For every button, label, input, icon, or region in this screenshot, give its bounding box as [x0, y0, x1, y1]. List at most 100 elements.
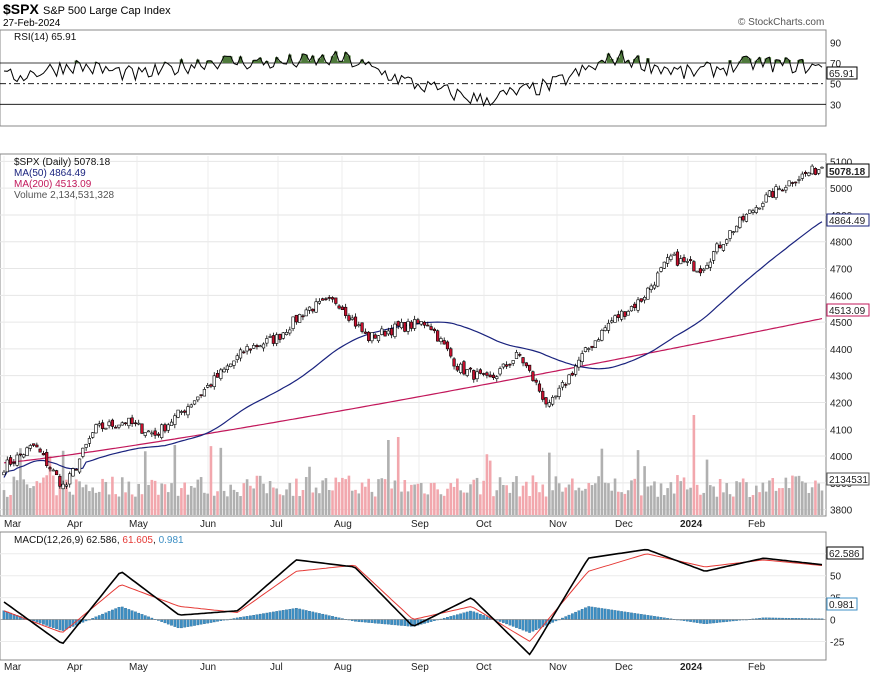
volume-bar — [541, 484, 545, 515]
macd-histogram-bar — [722, 619, 725, 623]
volume-bar — [357, 493, 361, 515]
macd-histogram-bar — [186, 619, 190, 627]
price-month-label: Sep — [411, 519, 429, 530]
volume-bar — [607, 483, 610, 515]
volume-bar — [626, 490, 630, 515]
rsi-panel-frame — [0, 29, 827, 127]
macd-histogram-bar — [107, 611, 111, 620]
volume-bar — [157, 494, 160, 515]
volume-bar — [446, 488, 449, 515]
volume-bar — [48, 456, 52, 515]
candle-body — [734, 225, 739, 233]
volume-bar — [574, 490, 577, 515]
macd-histogram-bar — [324, 614, 328, 620]
macd-histogram-bar — [304, 610, 308, 620]
macd-histogram-bar — [183, 619, 187, 628]
volume-bar — [55, 495, 58, 515]
volume-bar — [288, 482, 292, 515]
candle-body — [570, 372, 574, 376]
macd-histogram-bar — [239, 617, 242, 620]
candle-body — [179, 411, 183, 413]
volume-bar — [140, 494, 144, 515]
candle-body — [294, 314, 298, 323]
volume-bar — [715, 496, 719, 515]
macd-histogram-bar — [702, 619, 706, 624]
candle-body — [370, 332, 374, 342]
candle-body — [268, 336, 272, 338]
volume-bar — [462, 492, 466, 515]
macd-histogram-bar — [51, 619, 55, 628]
macd-histogram-bar — [357, 619, 361, 622]
volume-bar — [669, 482, 673, 515]
candle-body — [629, 306, 634, 312]
candle-body — [422, 321, 427, 326]
volume-bar — [429, 483, 433, 515]
candle-body — [183, 410, 187, 413]
volume-bar — [334, 477, 338, 515]
candle-body — [544, 397, 548, 405]
macd-histogram-bar — [101, 613, 104, 620]
macd-histogram-bar — [462, 612, 466, 620]
macd-histogram-bar — [245, 616, 249, 620]
volume-bar — [672, 493, 676, 515]
candle-body — [679, 258, 683, 265]
index-name: S&P 500 Large Cap Index — [43, 5, 171, 17]
volume-bar — [630, 480, 633, 515]
candle-body — [482, 373, 486, 375]
volume-bar — [9, 494, 12, 515]
macd-histogram-bar — [258, 613, 262, 620]
volume-bar — [249, 485, 252, 515]
candle-body — [767, 190, 772, 197]
macd-histogram-bar — [695, 619, 699, 623]
price-tick-label: 4100 — [830, 425, 853, 436]
macd-histogram-bar — [249, 615, 252, 620]
candle-body — [748, 209, 752, 214]
volume-bar — [738, 482, 742, 515]
macd-histogram-bar — [587, 606, 591, 620]
volume-bar — [745, 482, 748, 515]
volume-bar — [350, 490, 354, 515]
macd-histogram-bar — [597, 607, 600, 620]
rsi-panel: 90 70 50 30 — [0, 38, 842, 111]
chart-date: 27-Feb-2024 — [3, 18, 61, 29]
candle-body — [337, 305, 341, 309]
volume-bar — [603, 482, 607, 515]
rsi-line — [3, 49, 823, 107]
candle-body — [373, 334, 377, 339]
volume-bar — [482, 480, 485, 515]
volume-bar — [725, 483, 729, 515]
volume-bar — [774, 490, 778, 515]
macd-histogram-bar — [584, 607, 587, 620]
volume-bar — [758, 492, 761, 515]
macd-histogram-bar — [692, 619, 696, 623]
candle-body — [537, 383, 542, 392]
candle-body — [232, 360, 236, 366]
volume-bar — [97, 491, 101, 515]
price-tick-label: 4400 — [830, 345, 853, 356]
macd-histogram-bar — [590, 606, 594, 620]
volume-bar — [817, 483, 821, 515]
macd-month-label: Mar — [4, 662, 22, 673]
volume-bar — [436, 489, 439, 515]
macd-histogram-bar — [140, 614, 144, 620]
macd-histogram-bar — [528, 619, 531, 633]
candle-body — [15, 454, 19, 466]
candle-body — [376, 335, 381, 342]
candle-body — [275, 334, 279, 344]
macd-histogram-bar — [314, 612, 318, 620]
volume-bar — [686, 489, 689, 515]
macd-histogram-bar — [268, 612, 272, 620]
volume-bar — [51, 475, 55, 515]
volume-bar — [186, 494, 190, 515]
volume-bar — [787, 488, 791, 515]
candle-body — [278, 333, 282, 340]
volume-bar — [807, 492, 811, 515]
candle-body — [71, 468, 75, 477]
candle-body — [215, 373, 220, 378]
candle-body — [488, 374, 492, 378]
volume-bar — [275, 488, 278, 515]
macd-histogram-bar — [646, 615, 650, 620]
macd-histogram-bar — [636, 613, 640, 620]
volume-bar — [768, 480, 771, 515]
macd-histogram-bar — [626, 612, 630, 620]
